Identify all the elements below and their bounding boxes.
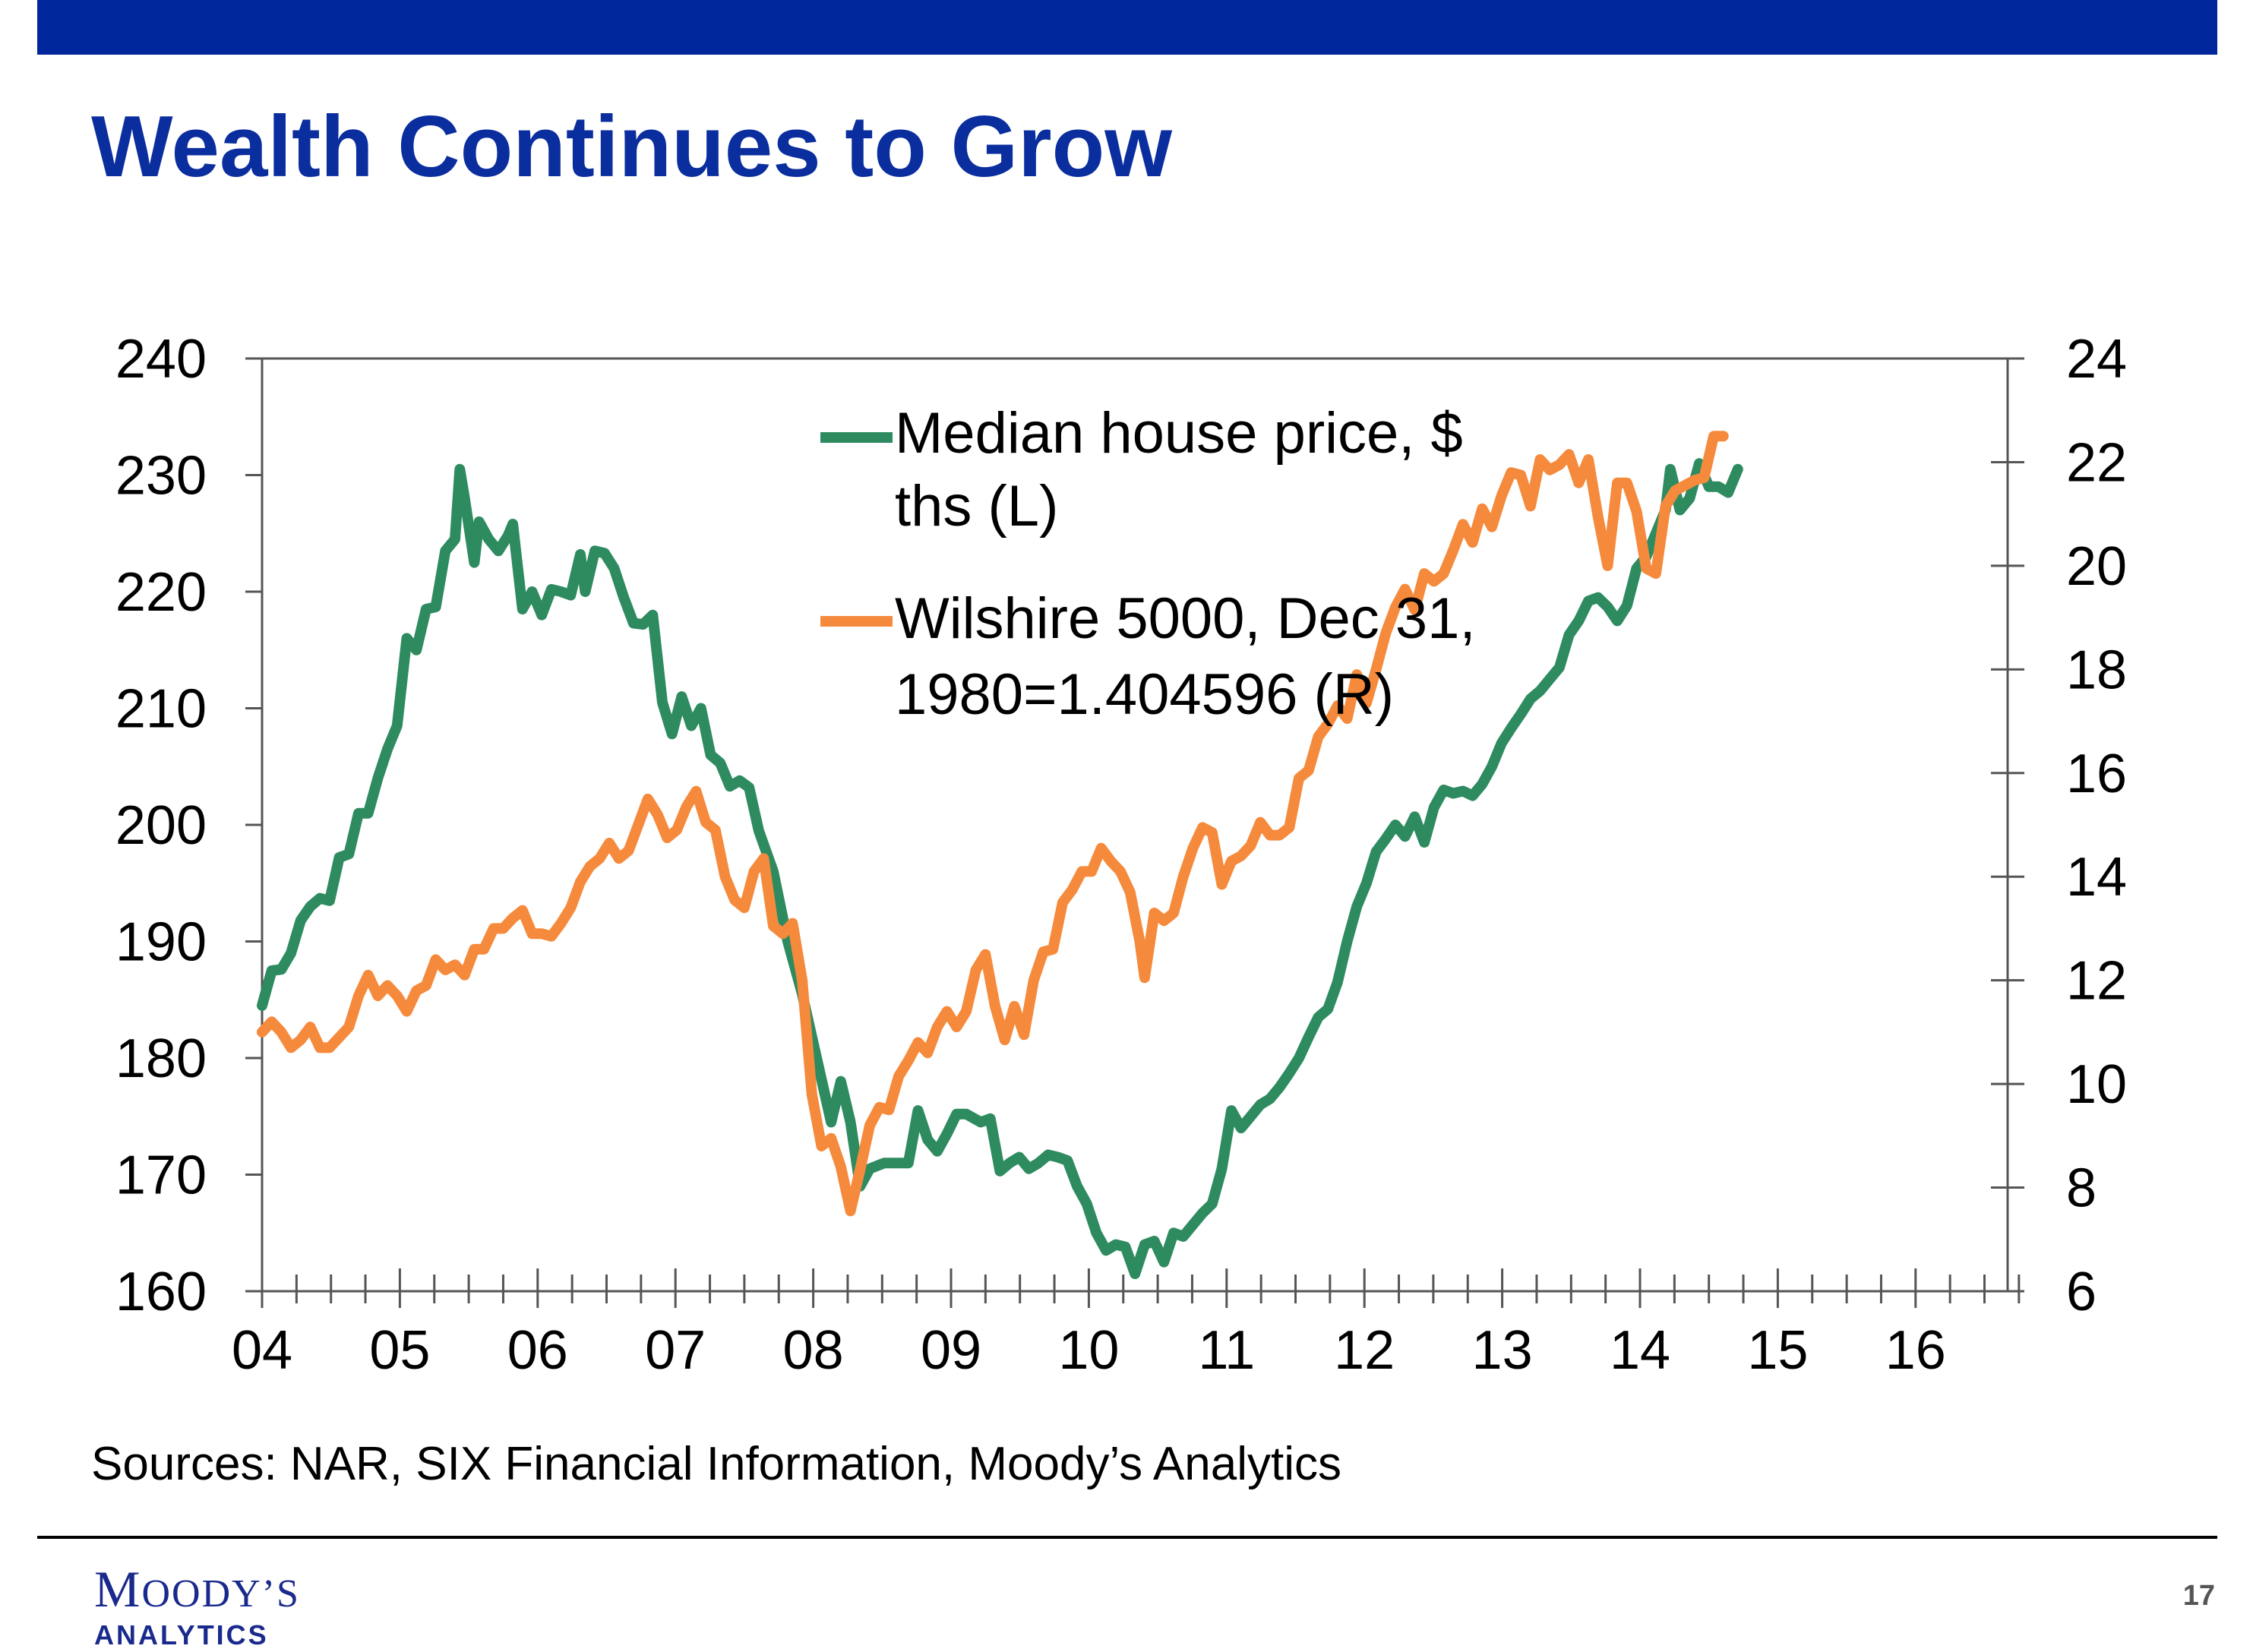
x-tick-label: 07 [645,1320,706,1381]
moodys-analytics-logo: MOODY’S ANALYTICS [94,1563,300,1651]
x-tick-label: 15 [1747,1320,1808,1381]
logo-subtitle: ANALYTICS [94,1619,269,1650]
x-tick-label: 14 [1610,1320,1670,1381]
x-tick-label: 11 [1198,1320,1255,1381]
top-banner-bar [37,0,2217,55]
y-right-tick-label: 16 [2066,744,2127,804]
logo-wordmark: MOODY’S [94,1560,300,1618]
legend-label-wilshire-line1: Wilshire 5000, Dec 31, [895,586,1476,651]
y-left-tick-label: 210 [115,679,207,740]
y-right-tick-label: 20 [2066,536,2127,597]
x-tick-label: 06 [507,1320,568,1381]
x-tick-label: 04 [232,1320,292,1381]
y-left-tick-label: 160 [115,1262,207,1322]
plot-frame [261,357,2009,1293]
y-right-tick-label: 18 [2066,640,2127,700]
y-right-tick-label: 8 [2066,1158,2097,1219]
y-left-tick-label: 170 [115,1145,207,1206]
x-tick-label: 16 [1885,1320,1946,1381]
y-right-tick-label: 24 [2066,329,2127,390]
chart-legend: Median house price, $ ths (L) Wilshire 5… [820,401,1476,727]
x-tick-label: 12 [1334,1320,1395,1381]
chart-axes: 1601701801902002102202302406810121416182… [115,329,2127,1381]
y-right-tick-label: 14 [2066,847,2127,908]
footer-divider [37,1536,2217,1539]
x-tick-label: 10 [1058,1320,1119,1381]
legend-label-house-price-line2: ths (L) [895,474,1058,539]
y-left-tick-label: 200 [115,795,207,856]
x-tick-label: 05 [369,1320,430,1381]
x-tick-label: 13 [1472,1320,1533,1381]
y-left-tick-label: 180 [115,1028,207,1089]
y-right-tick-label: 6 [2066,1262,2097,1322]
series-line-house-price [257,458,1743,1279]
x-tick-label: 08 [783,1320,844,1381]
page-number: 17 [2182,1580,2215,1612]
y-right-tick-label: 10 [2066,1054,2127,1115]
slide-title: Wealth Continues to Grow [91,99,1172,195]
y-right-tick-label: 22 [2066,432,2127,493]
y-left-tick-label: 230 [115,446,207,507]
legend-label-house-price-line1: Median house price, $ [895,401,1463,466]
chart-series [257,431,1743,1279]
y-left-tick-label: 190 [115,912,207,973]
y-left-tick-label: 220 [115,562,207,623]
chart: 1601701801902002102202302406810121416182… [115,329,2127,1381]
series-line-wilshire [257,431,1729,1217]
y-left-tick-label: 240 [115,329,207,390]
legend-label-wilshire-line2: 1980=1.404596 (R) [895,662,1394,727]
sources-note: Sources: NAR, SIX Financial Information,… [91,1438,1341,1490]
x-tick-label: 09 [921,1320,981,1381]
y-right-tick-label: 12 [2066,951,2127,1012]
